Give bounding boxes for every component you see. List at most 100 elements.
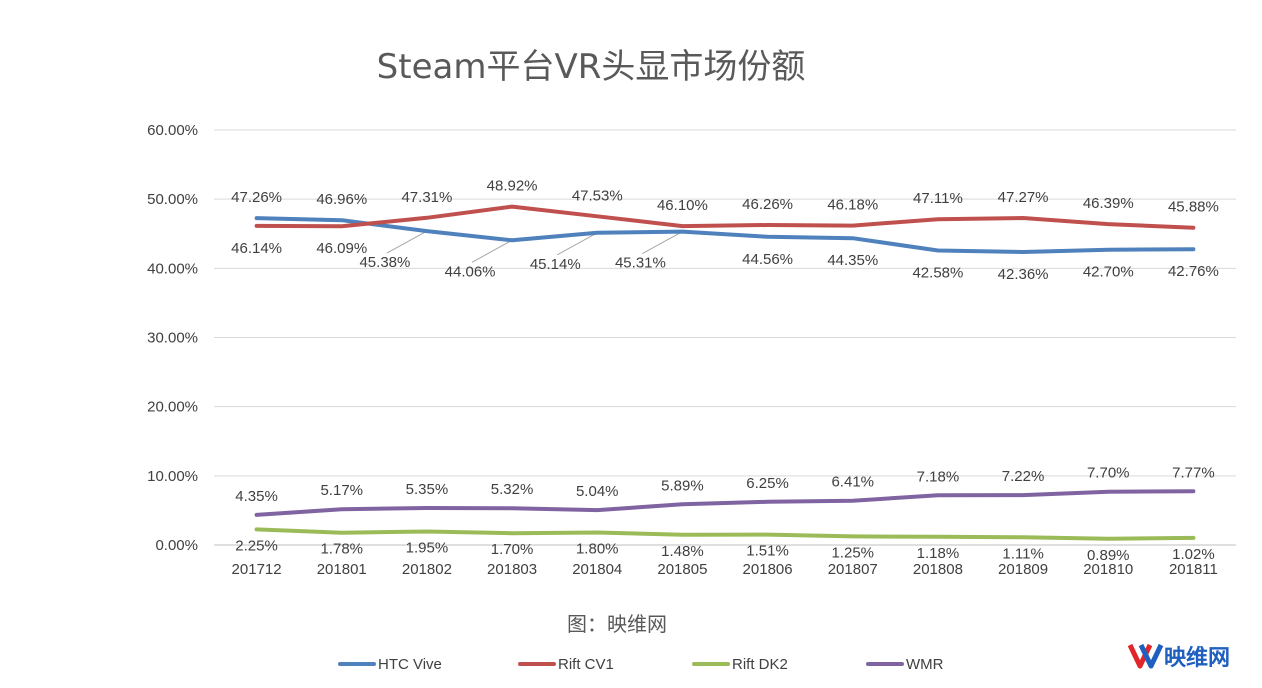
data-point	[255, 216, 259, 220]
data-label: 1.25%	[831, 544, 874, 561]
data-point	[510, 531, 514, 535]
data-point	[766, 500, 770, 504]
data-label: 42.36%	[998, 266, 1049, 283]
data-point	[255, 224, 259, 228]
series-lines	[254, 204, 1196, 541]
data-point	[595, 508, 599, 512]
data-point	[510, 238, 514, 242]
data-point	[1021, 535, 1025, 539]
data-label: 1.11%	[1002, 545, 1043, 562]
data-point	[425, 506, 429, 510]
data-label: 47.11%	[913, 190, 963, 207]
data-label: 44.35%	[827, 252, 878, 269]
data-point	[851, 499, 855, 503]
data-label: 0.89%	[1087, 547, 1130, 564]
data-label: 46.10%	[657, 197, 708, 214]
y-tick-label: 50.00%	[147, 191, 198, 208]
data-label: 1.02%	[1172, 546, 1215, 563]
data-point	[766, 235, 770, 239]
x-tick-label: 201805	[657, 561, 707, 578]
legend: HTC Vive Rift CV1 Rift DK2 WMR	[338, 656, 944, 673]
data-point	[510, 506, 514, 510]
x-tick-label: 201802	[402, 561, 452, 578]
x-tick-label: 201810	[1083, 561, 1133, 578]
label-leader-line	[386, 230, 428, 254]
series-line	[254, 489, 1196, 517]
data-label: 47.53%	[572, 187, 623, 204]
data-point	[595, 231, 599, 235]
data-point	[680, 224, 684, 228]
data-point	[340, 507, 344, 511]
data-label: 1.48%	[661, 543, 704, 560]
data-label: 7.77%	[1172, 464, 1215, 481]
data-label: 45.31%	[615, 255, 666, 272]
x-tick-label: 201806	[743, 561, 793, 578]
figure-caption: 图：映维网	[567, 612, 667, 636]
legend-label: Rift DK2	[732, 656, 788, 673]
data-point	[936, 493, 940, 497]
data-point	[936, 535, 940, 539]
label-leader-line	[471, 239, 513, 263]
data-labels: 47.26% 46.14% 4.35% 2.25% 46.96% 46.09% 5.17% 1…	[231, 178, 1219, 564]
x-tick-label: 201807	[828, 561, 878, 578]
data-label: 45.88%	[1168, 199, 1219, 216]
data-point	[340, 224, 344, 228]
data-point	[680, 502, 684, 506]
data-point	[680, 230, 684, 234]
data-label: 47.31%	[401, 189, 452, 206]
data-label: 1.78%	[320, 541, 363, 558]
legend-label: HTC Vive	[378, 656, 442, 673]
data-point	[1191, 536, 1195, 540]
grid	[214, 129, 1236, 546]
y-tick-label: 60.00%	[147, 122, 198, 139]
legend-label: WMR	[906, 656, 944, 673]
data-label: 42.58%	[912, 264, 963, 281]
data-label: 48.92%	[487, 178, 538, 195]
series-line	[254, 527, 1196, 541]
data-point	[1106, 248, 1110, 252]
data-label: 1.70%	[491, 541, 534, 558]
x-tick-label: 201808	[913, 561, 963, 578]
data-point	[1021, 493, 1025, 497]
data-point	[425, 229, 429, 233]
x-tick-label: 201712	[232, 561, 282, 578]
x-tick-label: 201803	[487, 561, 537, 578]
x-tick-label: 201804	[572, 561, 622, 578]
data-label: 42.76%	[1168, 263, 1219, 280]
y-tick-label: 10.00%	[147, 468, 198, 485]
y-tick-label: 0.00%	[155, 537, 198, 554]
data-point	[595, 531, 599, 535]
data-point	[936, 248, 940, 252]
label-leaders	[386, 230, 683, 263]
data-point	[851, 236, 855, 240]
data-point	[1021, 250, 1025, 254]
y-tick-label: 20.00%	[147, 399, 198, 416]
series-line	[254, 216, 1196, 254]
data-label: 44.06%	[445, 263, 496, 280]
data-label: 42.70%	[1083, 264, 1134, 281]
brand-mark-icon	[1127, 643, 1164, 669]
data-label: 1.18%	[917, 545, 960, 562]
data-point	[595, 214, 599, 218]
series-line	[254, 204, 1196, 230]
data-label: 46.39%	[1083, 195, 1134, 212]
data-point	[1191, 489, 1195, 493]
label-leader-line	[557, 232, 598, 256]
data-point	[766, 533, 770, 537]
x-tick-label: 201801	[317, 561, 367, 578]
data-label: 45.38%	[359, 254, 410, 271]
data-label: 46.26%	[742, 196, 793, 213]
data-label: 46.18%	[827, 197, 878, 214]
data-point	[1021, 216, 1025, 220]
data-label: 1.95%	[406, 540, 449, 557]
data-label: 5.35%	[406, 481, 449, 498]
data-point	[255, 527, 259, 531]
data-label: 7.70%	[1087, 465, 1130, 482]
y-tick-label: 30.00%	[147, 330, 198, 347]
x-tick-label: 201811	[1169, 561, 1218, 578]
data-label: 5.32%	[491, 481, 534, 498]
label-leader-line	[642, 231, 683, 255]
data-point	[1106, 222, 1110, 226]
brand-logo-text: 映维网	[1164, 645, 1230, 671]
